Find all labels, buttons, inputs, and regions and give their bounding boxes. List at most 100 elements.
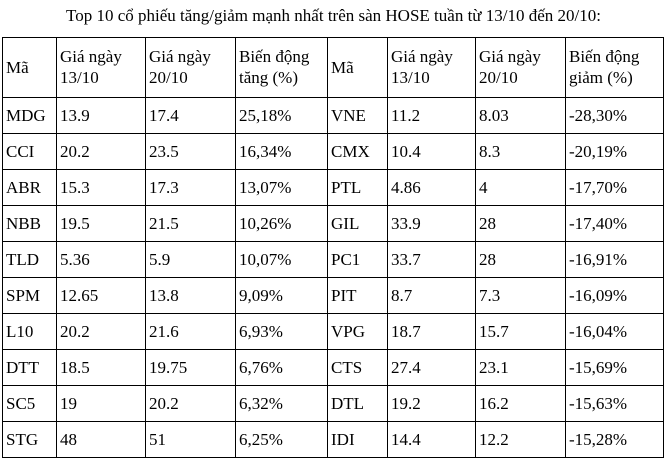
cell-price-13-10: 8.7 <box>387 277 476 315</box>
cell-change-up: 6,32% <box>235 385 328 423</box>
col-header-price-20-10: Giá ngày 20/10 <box>145 37 236 99</box>
cell-price-13-10: 20.2 <box>56 133 146 171</box>
cell-price-20-10: 4 <box>475 169 566 207</box>
cell-price-20-10: 19.75 <box>145 349 236 387</box>
cell-stock-code: SC5 <box>2 385 57 423</box>
cell-price-13-10: 19.2 <box>387 385 476 423</box>
cell-change-up: 10,26% <box>235 205 328 243</box>
cell-change-down: -15,63% <box>565 385 664 423</box>
cell-change-down: -16,09% <box>565 277 664 315</box>
table-row: DTT 18.5 19.75 6,76% CTS 27.4 23.1 -15,69% <box>2 349 664 387</box>
table-row: STG 48 51 6,25% IDI 14.4 12.2 -15,28% <box>2 421 664 459</box>
cell-stock-code: CCI <box>2 133 57 171</box>
cell-change-up: 6,76% <box>235 349 328 387</box>
table-row: SPM 12.65 13.8 9,09% PIT 8.7 7.3 -16,09% <box>2 277 664 315</box>
col-header-price-13-10: Giá ngày 13/10 <box>56 37 146 99</box>
cell-change-down: -20,19% <box>565 133 664 171</box>
header-row: Mã Giá ngày 13/10 Giá ngày 20/10 Biến động … <box>2 37 664 99</box>
cell-price-20-10: 20.2 <box>145 385 236 423</box>
cell-price-20-10: 51 <box>145 421 236 459</box>
cell-change-up: 16,34% <box>235 133 328 171</box>
col-header-price-13-10: Giá ngày 13/10 <box>387 37 476 99</box>
table-row: ABR 15.3 17.3 13,07% PTL 4.86 4 -17,70% <box>2 169 664 207</box>
cell-price-13-10: 5.36 <box>56 241 146 279</box>
col-header-code: Mã <box>327 37 388 99</box>
cell-change-up: 10,07% <box>235 241 328 279</box>
cell-change-up: 6,25% <box>235 421 328 459</box>
col-header-change-down: Biến động giảm (%) <box>565 37 664 99</box>
cell-stock-code: CTS <box>327 349 388 387</box>
cell-price-20-10: 28 <box>475 241 566 279</box>
cell-stock-code: PC1 <box>327 241 388 279</box>
cell-price-13-10: 13.9 <box>56 97 146 135</box>
cell-stock-code: CMX <box>327 133 388 171</box>
cell-change-down: -15,69% <box>565 349 664 387</box>
cell-price-13-10: 11.2 <box>387 97 476 135</box>
cell-change-up: 25,18% <box>235 97 328 135</box>
cell-price-20-10: 13.8 <box>145 277 236 315</box>
cell-stock-code: PTL <box>327 169 388 207</box>
cell-stock-code: IDI <box>327 421 388 459</box>
cell-price-20-10: 12.2 <box>475 421 566 459</box>
cell-price-13-10: 14.4 <box>387 421 476 459</box>
cell-price-13-10: 18.7 <box>387 313 476 351</box>
cell-price-13-10: 4.86 <box>387 169 476 207</box>
cell-price-20-10: 21.6 <box>145 313 236 351</box>
cell-price-20-10: 7.3 <box>475 277 566 315</box>
cell-price-13-10: 19.5 <box>56 205 146 243</box>
cell-price-13-10: 19 <box>56 385 146 423</box>
table-row: MDG 13.9 17.4 25,18% VNE 11.2 8.03 -28,30% <box>2 97 664 135</box>
cell-change-down: -17,40% <box>565 205 664 243</box>
cell-stock-code: VPG <box>327 313 388 351</box>
cell-price-20-10: 23.1 <box>475 349 566 387</box>
cell-price-13-10: 33.7 <box>387 241 476 279</box>
cell-change-up: 9,09% <box>235 277 328 315</box>
stock-table: Mã Giá ngày 13/10 Giá ngày 20/10 Biến động … <box>2 37 664 459</box>
table-row: L10 20.2 21.6 6,93% VPG 18.7 15.7 -16,04% <box>2 313 664 351</box>
cell-price-13-10: 10.4 <box>387 133 476 171</box>
cell-stock-code: SPM <box>2 277 57 315</box>
table-body: MDG 13.9 17.4 25,18% VNE 11.2 8.03 -28,30% CCI 20… <box>2 97 664 459</box>
cell-price-20-10: 8.3 <box>475 133 566 171</box>
cell-price-20-10: 23.5 <box>145 133 236 171</box>
cell-stock-code: DTT <box>2 349 57 387</box>
table-row: CCI 20.2 23.5 16,34% CMX 10.4 8.3 -20,19% <box>2 133 664 171</box>
cell-stock-code: VNE <box>327 97 388 135</box>
page-title: Top 10 cổ phiếu tăng/giảm mạnh nhất trên… <box>66 6 601 25</box>
cell-price-20-10: 15.7 <box>475 313 566 351</box>
cell-price-20-10: 8.03 <box>475 97 566 135</box>
cell-stock-code: MDG <box>2 97 57 135</box>
cell-change-down: -28,30% <box>565 97 664 135</box>
cell-stock-code: DTL <box>327 385 388 423</box>
cell-change-up: 13,07% <box>235 169 328 207</box>
cell-price-13-10: 48 <box>56 421 146 459</box>
cell-change-down: -17,70% <box>565 169 664 207</box>
cell-stock-code: NBB <box>2 205 57 243</box>
cell-price-20-10: 17.4 <box>145 97 236 135</box>
cell-stock-code: STG <box>2 421 57 459</box>
cell-price-13-10: 20.2 <box>56 313 146 351</box>
col-header-change-up: Biến động tăng (%) <box>235 37 328 99</box>
cell-price-20-10: 5.9 <box>145 241 236 279</box>
cell-stock-code: GIL <box>327 205 388 243</box>
cell-price-20-10: 21.5 <box>145 205 236 243</box>
cell-stock-code: TLD <box>2 241 57 279</box>
cell-change-down: -16,04% <box>565 313 664 351</box>
cell-stock-code: ABR <box>2 169 57 207</box>
cell-stock-code: L10 <box>2 313 57 351</box>
table-row: SC5 19 20.2 6,32% DTL 19.2 16.2 -15,63% <box>2 385 664 423</box>
cell-change-up: 6,93% <box>235 313 328 351</box>
cell-price-13-10: 33.9 <box>387 205 476 243</box>
cell-price-13-10: 12.65 <box>56 277 146 315</box>
cell-price-13-10: 15.3 <box>56 169 146 207</box>
cell-price-20-10: 17.3 <box>145 169 236 207</box>
table-row: NBB 19.5 21.5 10,26% GIL 33.9 28 -17,40% <box>2 205 664 243</box>
cell-price-13-10: 18.5 <box>56 349 146 387</box>
cell-price-20-10: 28 <box>475 205 566 243</box>
cell-stock-code: PIT <box>327 277 388 315</box>
col-header-code: Mã <box>2 37 57 99</box>
col-header-price-20-10: Giá ngày 20/10 <box>475 37 566 99</box>
cell-change-down: -15,28% <box>565 421 664 459</box>
table-row: TLD 5.36 5.9 10,07% PC1 33.7 28 -16,91% <box>2 241 664 279</box>
